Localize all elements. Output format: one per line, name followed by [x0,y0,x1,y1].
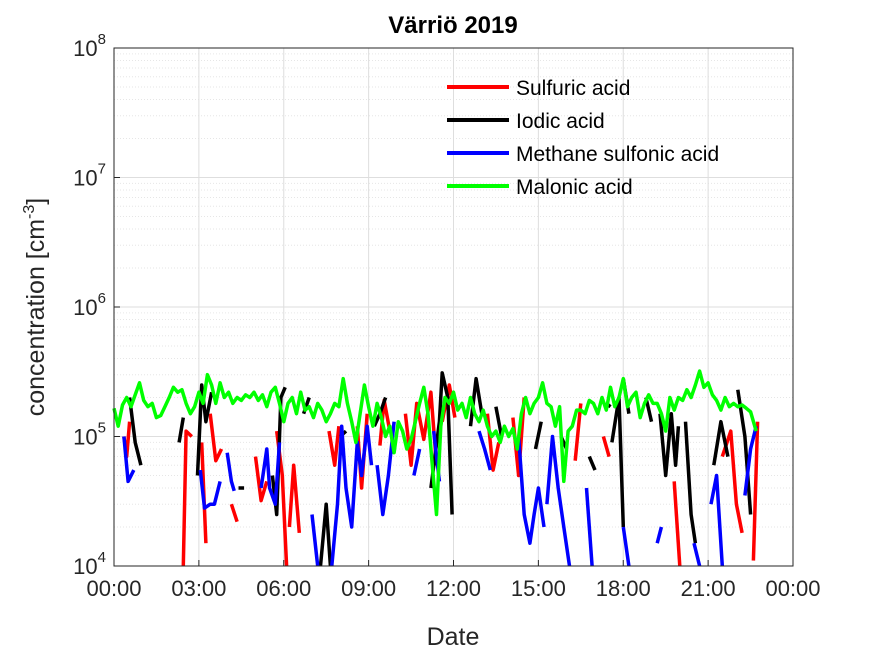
legend-label: Sulfuric acid [516,77,630,100]
series-line-segment [545,434,572,567]
y-axis-label-main: concentration [cm [22,219,50,416]
y-tick-label: 105 [73,420,106,450]
series-line-segment [112,369,758,517]
x-tick-label: 21:00 [681,576,736,601]
x-tick-label: 15:00 [511,576,566,601]
y-tick-exponent: 5 [98,420,106,437]
x-tick-label: 00:00 [765,576,820,601]
x-tick-label: 09:00 [341,576,396,601]
x-tick-label: 06:00 [256,576,311,601]
series-line-segment [253,456,269,503]
x-tick-labels: 00:00 03:00 06:00 09:00 12:00 15:00 18:00 21:00… [86,560,821,601]
series-line-segment [587,455,597,471]
series-line-segment [127,397,143,466]
series-line-segment [751,421,760,561]
y-tick-base: 10 [73,36,97,61]
series-line-segment [584,487,594,567]
series-line-segment [327,426,341,467]
x-axis-label: Date [427,623,480,651]
series-line-segment [621,526,631,567]
y-tick-base: 10 [73,554,97,579]
series-line-segment [310,514,320,567]
series-line-segment [287,463,302,534]
x-tick-label: 12:00 [426,576,481,601]
series-line-segment [259,442,282,506]
y-axis-label-suffix: ] [22,198,50,205]
series-line-segment [533,421,543,450]
y-tick-label: 104 [73,549,106,579]
y-tick-base: 10 [73,425,97,450]
series-line-segment [208,413,224,463]
series-line-segment [330,424,374,567]
y-tick-exponent: 6 [98,290,106,307]
y-tick-label: 108 [73,31,106,61]
series-line-segment [655,526,664,544]
x-tick-label: 03:00 [171,576,226,601]
legend-label: Malonic acid [516,176,633,199]
series-line-segment [181,429,194,567]
series-line-segment [412,448,422,476]
series-line-segment [225,452,236,492]
series-line-segment [573,403,583,461]
x-tick-label: 18:00 [596,576,651,601]
series-line-segment [712,419,730,466]
y-tick-base: 10 [73,295,97,320]
legend-label: Iodic acid [516,110,605,133]
series-methane-sulfonic-acid [122,421,758,567]
y-tick-label: 107 [73,161,106,191]
series-line-segment [672,481,682,567]
series-line-segment [375,421,396,517]
series-malonic-acid [112,369,758,517]
plot-lines [112,369,760,567]
series-line-segment [122,436,136,484]
y-tick-exponent: 7 [98,161,106,178]
series-line-segment [709,473,725,567]
y-tick-base: 10 [73,166,97,191]
series-line-segment [683,421,698,544]
series-line-segment [177,417,186,443]
series-line-segment [601,436,611,458]
series-line-segment [658,411,681,478]
series-line-segment [198,469,222,510]
y-tick-label: 106 [73,290,106,320]
legend: Sulfuric acid Iodic acid Methane sulfonic … [447,77,719,199]
y-axis-label-exponent: -3 [21,205,38,219]
y-tick-exponent: 8 [98,31,106,48]
chart-title: Värriö 2019 [388,12,517,39]
series-line-segment [494,406,504,437]
series-line-segment [477,430,492,471]
x-tick-label: 00:00 [86,576,141,601]
series-line-segment [229,503,239,523]
series-line-segment [318,502,333,567]
series-line-segment [692,542,702,567]
series-line-segment [403,390,439,467]
y-axis-label: concentration [cm-3] [21,198,50,417]
y-tick-exponent: 4 [98,549,106,566]
series-line-segment [743,425,758,496]
legend-label: Methane sulfonic acid [516,143,719,166]
series-line-segment [516,436,546,545]
